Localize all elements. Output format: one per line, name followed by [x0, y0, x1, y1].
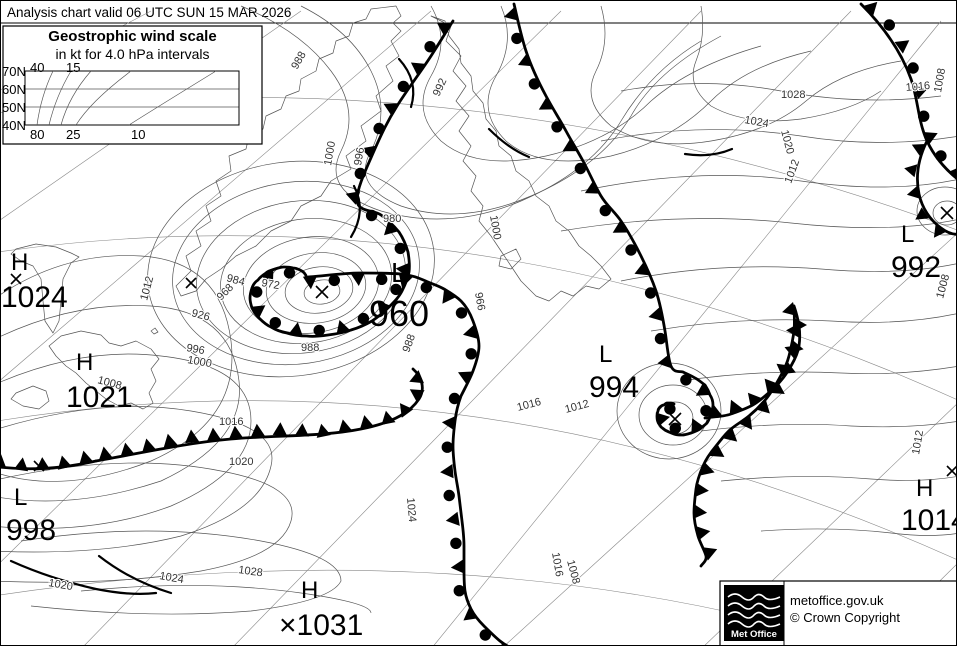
svg-text:Met Office: Met Office	[731, 629, 777, 640]
